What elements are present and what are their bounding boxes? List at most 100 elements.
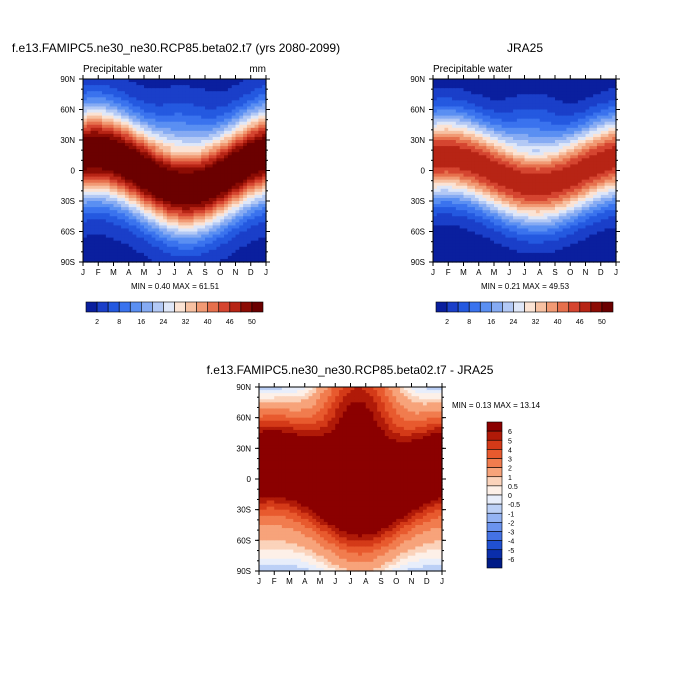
obs-cell xyxy=(547,121,552,126)
obs-cell xyxy=(509,164,514,169)
obs-cell xyxy=(486,161,491,165)
obs-cell xyxy=(490,173,495,178)
obs-cell xyxy=(520,155,526,159)
model-cell xyxy=(185,103,191,108)
model-cell xyxy=(216,188,221,193)
model-cell xyxy=(151,164,157,169)
obs-cell xyxy=(482,112,487,117)
obs-cell xyxy=(520,161,526,165)
obs-cell xyxy=(486,109,491,114)
model-cell xyxy=(262,79,267,83)
model-cell xyxy=(102,188,107,193)
model-cell xyxy=(254,258,259,263)
model-cell xyxy=(140,246,145,251)
model-cell xyxy=(220,143,225,147)
obs-cell xyxy=(505,82,510,86)
model-cell xyxy=(227,109,233,114)
model-cell xyxy=(147,255,153,260)
model-cell xyxy=(128,210,134,214)
obs-cell xyxy=(440,216,446,220)
model-cell xyxy=(105,255,111,260)
model-cell xyxy=(83,173,88,178)
model-cell xyxy=(189,118,195,123)
model-cell xyxy=(227,204,233,208)
obs-cell xyxy=(448,91,453,95)
obs-cell xyxy=(539,243,545,248)
model-cell xyxy=(94,240,99,245)
model-cell xyxy=(132,130,137,135)
model-cell xyxy=(239,204,244,208)
model-cell xyxy=(178,155,183,159)
model-cell xyxy=(227,249,233,254)
model-cell xyxy=(201,118,206,123)
model-cell xyxy=(155,228,160,233)
model-cell xyxy=(144,222,149,226)
obs-cell xyxy=(474,94,480,98)
obs-cell xyxy=(509,88,514,92)
obs-cell xyxy=(547,170,552,175)
model-cell xyxy=(163,222,168,226)
model-cell xyxy=(254,127,259,132)
model-cell xyxy=(235,112,240,117)
model-cell xyxy=(170,118,176,123)
obs-cell xyxy=(532,255,537,260)
obs-cell xyxy=(497,173,503,178)
model-cell xyxy=(239,112,244,117)
obs-cell xyxy=(433,234,438,239)
model-cell xyxy=(231,146,237,150)
model-cell xyxy=(98,167,103,172)
obs-cell xyxy=(471,112,476,117)
obs-cell xyxy=(433,170,438,175)
obs-cell xyxy=(474,118,480,123)
model-cell xyxy=(98,161,103,165)
obs-cell xyxy=(474,97,480,101)
obs-cell xyxy=(448,176,453,181)
model-cell xyxy=(216,133,221,138)
obs-cell xyxy=(455,121,461,126)
model-cell xyxy=(227,201,233,205)
model-cell xyxy=(189,109,195,114)
model-cell xyxy=(94,185,99,190)
model-cell xyxy=(243,149,248,153)
obs-cell xyxy=(535,97,541,101)
obs-cell xyxy=(543,97,548,101)
obs-cell xyxy=(535,170,541,175)
obs-cell xyxy=(474,231,480,236)
obs-cell xyxy=(455,249,461,254)
model-cell xyxy=(136,194,141,199)
obs-cell xyxy=(463,246,468,251)
model-cell xyxy=(178,91,183,95)
obs-cell xyxy=(478,82,484,86)
model-cell xyxy=(208,225,214,230)
model-cell xyxy=(216,136,221,141)
model-cell xyxy=(201,246,206,251)
obs-cell xyxy=(547,118,552,123)
model-cell xyxy=(212,91,218,95)
obs-cell xyxy=(501,213,507,217)
obs-cell xyxy=(494,146,499,150)
model-cell xyxy=(98,82,103,86)
model-cell xyxy=(136,91,141,95)
obs-cell xyxy=(524,161,529,165)
model-cell xyxy=(136,231,141,236)
obs-cell xyxy=(524,225,529,230)
obs-cell xyxy=(490,94,495,98)
obs-cell xyxy=(505,146,510,150)
model-cell xyxy=(105,207,111,211)
obs-cell xyxy=(486,182,491,187)
model-cell xyxy=(163,94,168,98)
model-cell xyxy=(90,121,96,126)
model-cell xyxy=(201,158,206,162)
model-cell xyxy=(224,173,229,178)
model-cell xyxy=(128,149,134,153)
model-colorbar-swatch xyxy=(185,301,197,313)
model-cell xyxy=(83,121,88,126)
obs-cell xyxy=(520,112,526,117)
obs-cell xyxy=(486,136,491,141)
obs-cell xyxy=(513,216,518,220)
model-cell xyxy=(151,158,157,162)
obs-cell xyxy=(513,201,518,205)
model-cell xyxy=(208,118,214,123)
obs-cell xyxy=(509,79,514,83)
obs-cell xyxy=(524,243,529,248)
